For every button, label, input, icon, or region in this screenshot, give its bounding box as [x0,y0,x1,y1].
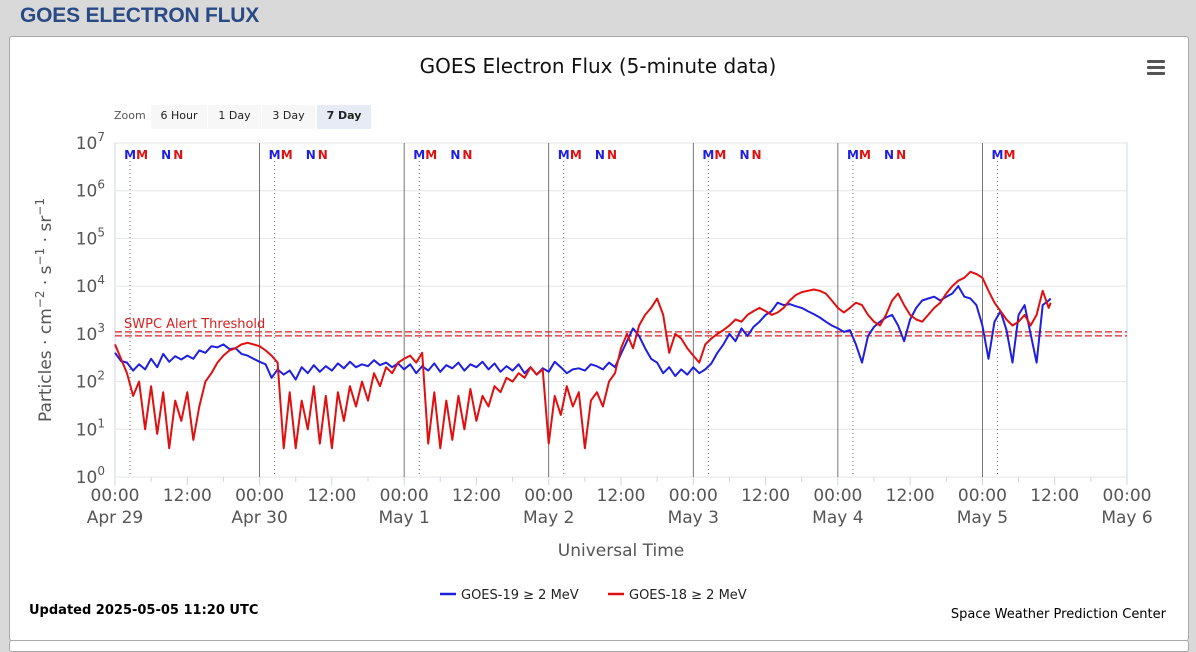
zoom-6-hour-button[interactable]: 6 Hour [151,105,207,129]
mn-marker: N [306,148,316,162]
x-tick-date-label: May 4 [812,508,863,528]
x-tick-time-label: 12:00 [1030,486,1079,506]
x-tick-time-label: 00:00 [1103,486,1152,506]
mn-marker: M [1004,148,1016,162]
mn-marker: M [714,148,726,162]
x-tick-time-label: 12:00 [452,486,501,506]
mn-marker: N [752,148,762,162]
mn-marker: M [558,148,570,162]
x-tick-time-label: 00:00 [524,486,573,506]
mn-marker: N [595,148,605,162]
mn-marker: M [425,148,437,162]
mn-marker: N [450,148,460,162]
x-tick-time-label: 00:00 [669,486,718,506]
x-tick-time-label: 12:00 [163,486,212,506]
mn-marker: N [173,148,183,162]
mn-marker: N [884,148,894,162]
y-axis-title: Particles · cm−2 · s−1 · sr−1 [33,198,56,422]
x-tick-date-label: May 3 [668,508,719,528]
x-tick-time-label: 12:00 [307,486,356,506]
mn-marker: M [859,148,871,162]
zoom-label: Zoom [114,109,146,122]
mn-marker: M [413,148,425,162]
x-tick-date-label: Apr 29 [87,508,143,528]
x-tick-time-label: 00:00 [958,486,1007,506]
legend-goes19-label: GOES-19 ≥ 2 MeV [461,588,579,603]
x-tick-time-label: 00:00 [235,486,284,506]
mn-marker: M [124,148,136,162]
mn-marker: N [607,148,617,162]
x-tick-time-label: 00:00 [91,486,140,506]
y-tick-label: 103 [76,321,105,345]
x-tick-time-label: 00:00 [380,486,429,506]
x-tick-date-label: May 6 [1101,508,1152,528]
y-tick-label: 104 [76,273,105,297]
chart-title: GOES Electron Flux (5-minute data) [419,54,777,78]
x-tick-time-label: 00:00 [813,486,862,506]
goes18-line [114,270,1052,450]
updated-timestamp: Updated 2025-05-05 11:20 UTC [29,603,259,618]
hamburger-menu-icon[interactable] [1147,60,1165,76]
legend-goes18-label: GOES-18 ≥ 2 MeV [629,588,747,603]
x-tick-time-label: 12:00 [597,486,646,506]
mn-marker: N [462,148,472,162]
mn-marker: N [739,148,749,162]
y-tick-label: 101 [76,416,105,440]
mn-marker: M [281,148,293,162]
zoom-1-day-button[interactable]: 1 Day [208,105,261,129]
page-header: GOES ELECTRON FLUX [20,4,260,27]
mn-marker: M [702,148,714,162]
y-tick-label: 102 [76,369,105,393]
y-tick-label: 107 [76,130,105,154]
zoom-7-day-button[interactable]: 7 Day [317,105,371,129]
y-tick-label: 100 [76,464,105,488]
y-tick-label: 106 [76,178,105,202]
threshold-label: SWPC Alert Threshold [124,317,265,332]
goes19-line [114,285,1052,381]
zoom-3-day-button[interactable]: 3 Day [262,105,315,129]
mn-marker: M [570,148,582,162]
x-tick-date-label: May 1 [378,508,429,528]
plot-frame [114,142,1128,478]
x-tick-date-label: May 5 [957,508,1008,528]
mn-marker: M [847,148,859,162]
mn-marker: M [269,148,281,162]
mn-marker: M [136,148,148,162]
x-tick-time-label: 12:00 [741,486,790,506]
x-axis-title: Universal Time [558,541,684,561]
x-tick-time-label: 12:00 [886,486,935,506]
credit-label: Space Weather Prediction Center [950,607,1166,622]
y-tick-label: 105 [76,225,105,249]
mn-marker: N [896,148,906,162]
x-tick-date-label: May 2 [523,508,574,528]
mn-marker: N [161,148,171,162]
mn-marker: M [992,148,1004,162]
x-tick-date-label: Apr 30 [231,508,287,528]
mn-marker: N [318,148,328,162]
